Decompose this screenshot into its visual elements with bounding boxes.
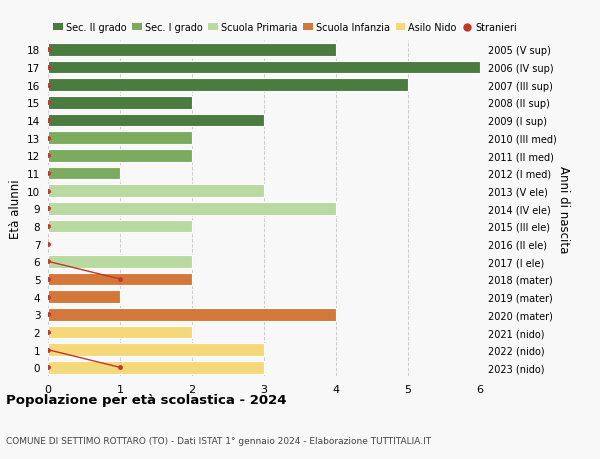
Bar (48, 255, 192, 268)
Bar (48, 326, 192, 339)
Bar (48, 114, 264, 127)
Text: Popolazione per età scolastica - 2024: Popolazione per età scolastica - 2024 (6, 393, 287, 406)
Bar (48, 79, 408, 92)
Bar (48, 308, 336, 321)
Bar (48, 150, 192, 162)
Bar (48, 220, 192, 233)
Y-axis label: Anni di nascita: Anni di nascita (557, 165, 570, 252)
Bar (48, 132, 192, 145)
Legend: Sec. II grado, Sec. I grado, Scuola Primaria, Scuola Infanzia, Asilo Nido, Stran: Sec. II grado, Sec. I grado, Scuola Prim… (53, 23, 517, 33)
Bar (48, 361, 264, 374)
Bar (48, 273, 192, 286)
Y-axis label: Età alunni: Età alunni (8, 179, 22, 239)
Bar (48, 97, 192, 109)
Bar (48, 44, 336, 56)
Bar (48, 202, 336, 215)
Bar (48, 185, 264, 197)
Bar (48, 344, 264, 356)
Bar (48, 291, 120, 303)
Bar (48, 62, 480, 74)
Text: COMUNE DI SETTIMO ROTTARO (TO) - Dati ISTAT 1° gennaio 2024 - Elaborazione TUTTI: COMUNE DI SETTIMO ROTTARO (TO) - Dati IS… (6, 436, 431, 445)
Bar (48, 167, 120, 180)
